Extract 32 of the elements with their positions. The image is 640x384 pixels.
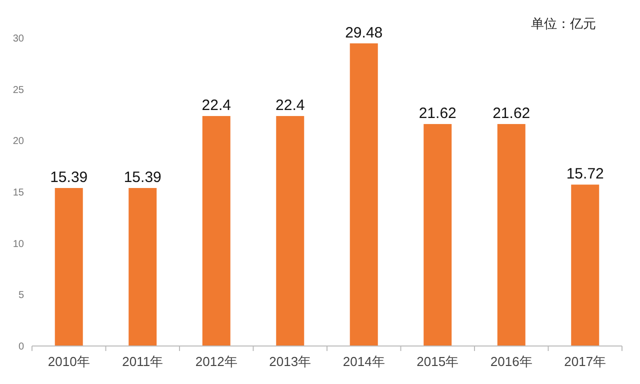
data-label: 15.39 xyxy=(50,168,88,186)
y-tick-label: 30 xyxy=(12,34,24,44)
bar xyxy=(128,188,157,346)
x-tick-label: 2014年 xyxy=(342,354,385,369)
y-tick-label: 5 xyxy=(18,290,24,302)
x-tick-label: 2017年 xyxy=(564,354,606,369)
x-tick-label: 2010年 xyxy=(48,354,90,369)
x-tick-label: 2015年 xyxy=(416,354,459,369)
x-tick-label: 2012年 xyxy=(195,354,238,369)
text: 单位：亿元 xyxy=(531,16,596,31)
y-tick-label: 15 xyxy=(12,188,24,198)
data-label: 29.48 xyxy=(345,24,383,42)
y-tick-label: 25 xyxy=(12,84,24,96)
bar xyxy=(424,124,452,346)
bar xyxy=(202,116,230,346)
data-label: 15.39 xyxy=(124,168,162,186)
y-tick-label: 20 xyxy=(12,136,24,148)
y-tick-label: 10 xyxy=(12,238,24,250)
x-tick-label: 2016年 xyxy=(490,354,532,369)
data-label: 15.72 xyxy=(566,166,604,183)
data-label: 21.62 xyxy=(418,105,456,122)
data-label: 22.4 xyxy=(202,97,231,114)
bar xyxy=(54,188,83,346)
bar xyxy=(276,116,304,346)
bar xyxy=(571,184,600,346)
data-label: 22.4 xyxy=(276,97,305,114)
data-label: 21.62 xyxy=(492,105,530,122)
bar xyxy=(350,43,378,346)
bar xyxy=(497,124,526,346)
x-tick-label: 2013年 xyxy=(269,354,312,369)
x-tick-label: 2011年 xyxy=(122,354,164,369)
y-tick-label: 0 xyxy=(18,342,24,352)
